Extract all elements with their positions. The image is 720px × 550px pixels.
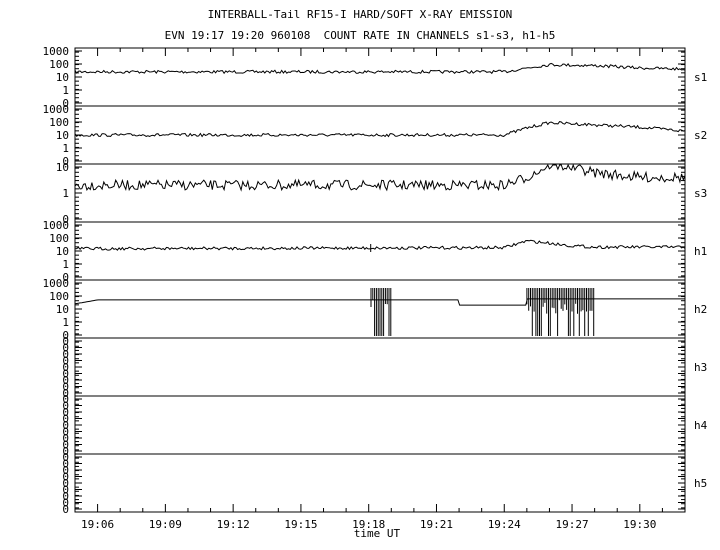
y-tick-label-s1: 10 [56, 71, 69, 84]
panel-frame-h3 [74, 337, 686, 397]
x-tick-label: 19:27 [555, 518, 588, 531]
x-tick-label: 19:18 [352, 518, 385, 531]
y-tick-label-h3: 0 [62, 342, 69, 355]
channel-label-h4: h4 [694, 419, 708, 432]
x-tick-label: 19:15 [284, 518, 317, 531]
y-tick-label-s3: 0 [62, 213, 69, 226]
y-tick-label-h4: 0 [62, 445, 69, 458]
chart-subtitle: EVN 19:17 19:20 960108 COUNT RATE IN CHA… [164, 29, 556, 42]
y-tick-label-s1: 100 [49, 58, 69, 71]
y-tick-label-h3: 0 [62, 381, 69, 394]
y-tick-label-h3: 0 [62, 361, 69, 374]
x-tick-label: 19:30 [623, 518, 656, 531]
x-tick-label: 19:24 [488, 518, 521, 531]
trace-h1 [74, 239, 686, 251]
y-tick-label-h4: 0 [62, 439, 69, 452]
y-tick-label-h3: 0 [62, 355, 69, 368]
channel-label-h5: h5 [694, 477, 707, 490]
y-tick-label-h3: 0 [62, 348, 69, 361]
channel-label-s2: s2 [694, 129, 707, 142]
y-tick-label-s1: 1000 [43, 45, 70, 58]
y-tick-label-h1: 10 [56, 245, 69, 258]
trace-s1 [74, 62, 686, 75]
y-tick-label-h1: 1000 [43, 219, 70, 232]
y-tick-label-h1: 1 [62, 258, 69, 271]
y-tick-label-s2: 1000 [43, 103, 70, 116]
y-tick-label-s2: 10 [56, 129, 69, 142]
channel-label-h3: h3 [694, 361, 707, 374]
y-tick-label-h2: 100 [49, 290, 69, 303]
panel-frame-s3 [74, 163, 686, 223]
y-tick-label-h4: 0 [62, 393, 69, 406]
channel-label-h2: h2 [694, 303, 707, 316]
panel-frame-s1 [74, 47, 686, 107]
y-tick-label-h2: 1 [62, 316, 69, 329]
y-tick-label-h5: 0 [62, 503, 69, 516]
y-tick-label-h1: 0 [62, 271, 69, 284]
y-tick-label-h3: 0 [62, 387, 69, 400]
trace-s3 [74, 163, 686, 192]
y-tick-label-s2: 100 [49, 116, 69, 129]
y-tick-label-h5: 0 [62, 458, 69, 471]
y-tick-label-s2: 1 [62, 142, 69, 155]
x-tick-label: 19:21 [420, 518, 453, 531]
y-tick-label-h1: 100 [49, 232, 69, 245]
y-tick-label-h3: 0 [62, 335, 69, 348]
y-tick-label-h5: 0 [62, 497, 69, 510]
channel-label-s1: s1 [694, 71, 707, 84]
x-axis-label: time UT [354, 527, 401, 540]
panel-frame-h1 [74, 221, 686, 281]
panel-frame-h4 [74, 395, 686, 455]
y-tick-label-h4: 0 [62, 432, 69, 445]
chart-title: INTERBALL-Tail RF15-I HARD/SOFT X-RAY EM… [207, 8, 513, 21]
y-tick-label-h4: 0 [62, 419, 69, 432]
x-tick-label: 19:12 [217, 518, 250, 531]
y-tick-label-h5: 0 [62, 451, 69, 464]
trace-s2 [74, 121, 686, 138]
x-tick-label: 19:09 [149, 518, 182, 531]
channel-label-s3: s3 [694, 187, 707, 200]
y-tick-label-h2: 0 [62, 329, 69, 342]
panel-frame-h5 [74, 453, 686, 513]
y-tick-label-s2: 0 [62, 155, 69, 168]
channel-label-h1: h1 [694, 245, 707, 258]
y-tick-label-h4: 0 [62, 406, 69, 419]
y-tick-label-h2: 1000 [43, 277, 70, 290]
y-tick-label-h5: 0 [62, 471, 69, 484]
y-tick-label-h5: 0 [62, 490, 69, 503]
y-tick-label-h3: 0 [62, 368, 69, 381]
y-tick-label-h5: 0 [62, 477, 69, 490]
x-tick-label: 19:06 [81, 518, 114, 531]
y-tick-label-h4: 0 [62, 413, 69, 426]
y-tick-label-s1: 1 [62, 84, 69, 97]
y-tick-label-h2: 10 [56, 303, 69, 316]
y-tick-label-h3: 0 [62, 374, 69, 387]
y-tick-label-s1: 0 [62, 97, 69, 110]
y-tick-label-h5: 0 [62, 464, 69, 477]
y-tick-label-h4: 0 [62, 400, 69, 413]
y-tick-label-h5: 0 [62, 484, 69, 497]
y-tick-label-h4: 0 [62, 426, 69, 439]
y-tick-label-s3: 10 [56, 161, 69, 174]
y-tick-label-s3: 1 [62, 187, 69, 200]
